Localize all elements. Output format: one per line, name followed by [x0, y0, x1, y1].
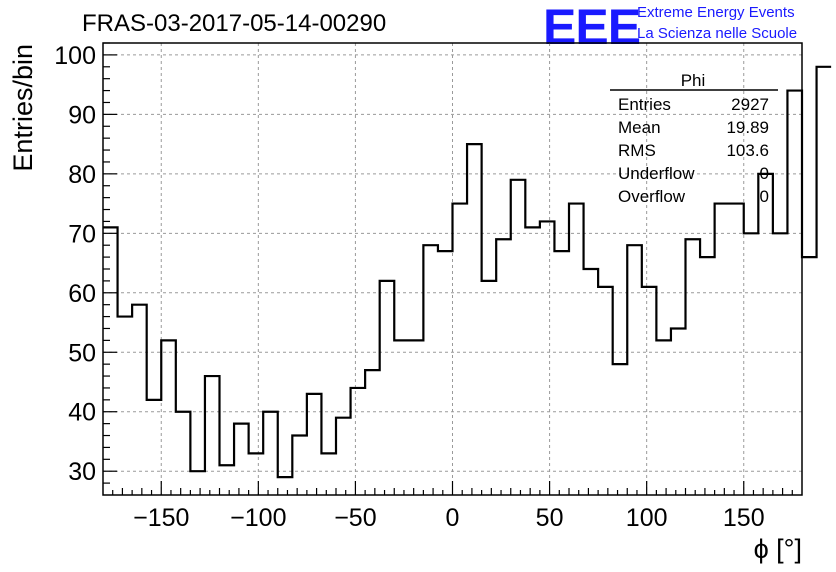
x-tick-label: 100 [626, 504, 668, 532]
chart-title: FRAS-03-2017-05-14-00290 [82, 10, 387, 37]
y-tick-label: 50 [68, 339, 96, 367]
stats-label: Underflow [618, 164, 695, 183]
stats-value: 0 [760, 187, 769, 206]
x-tick-label: −50 [334, 504, 376, 532]
logo-caption-line2: La Scienza nelle Scuole [637, 25, 798, 42]
stats-name: Phi [681, 71, 706, 90]
y-tick-label: 60 [68, 280, 96, 308]
x-tick-label: −100 [230, 504, 286, 532]
stats-label: RMS [618, 141, 656, 160]
x-axis-label: ϕ [°] [754, 534, 802, 564]
y-tick-label: 70 [68, 220, 96, 248]
stats-value: 103.6 [726, 141, 769, 160]
stats-value: 2927 [731, 95, 769, 114]
stats-value: 0 [760, 164, 769, 183]
x-tick-label: 0 [446, 504, 460, 532]
y-axis-label: Entries/bin [8, 44, 38, 172]
y-tick-label: 100 [54, 42, 96, 70]
x-tick-label: 150 [723, 504, 765, 532]
stats-box: Phi Entries 2927 Mean 19.89 RMS 103.6 Underflo… [610, 71, 778, 206]
y-tick-label: 30 [68, 458, 96, 486]
x-tick-label: −150 [133, 504, 189, 532]
y-tick-label: 80 [68, 161, 96, 189]
eee-logo: EEE [543, 0, 641, 55]
histogram-series [103, 65, 832, 479]
stats-value: 19.89 [726, 118, 769, 137]
logo-caption-line1: Extreme Energy Events [637, 4, 795, 21]
y-tick-label: 90 [68, 101, 96, 129]
x-tick-label: 50 [536, 504, 564, 532]
stats-label: Entries [618, 95, 671, 114]
y-tick-label: 40 [68, 399, 96, 427]
stats-label: Overflow [618, 187, 686, 206]
stats-label: Mean [618, 118, 661, 137]
